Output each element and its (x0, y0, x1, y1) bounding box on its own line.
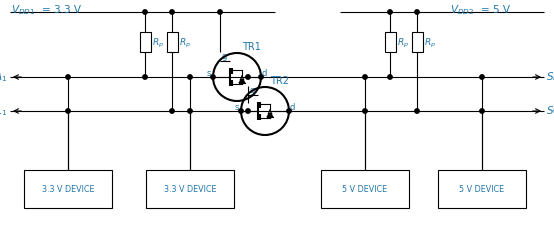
Text: d: d (262, 69, 268, 78)
Text: g: g (222, 52, 227, 61)
Text: $V_{DD1}$: $V_{DD1}$ (11, 3, 35, 17)
Text: 5 V DEVICE: 5 V DEVICE (459, 185, 505, 194)
Text: $SDA_1$: $SDA_1$ (0, 70, 8, 84)
Circle shape (170, 109, 174, 114)
Text: $V_{DD2}$: $V_{DD2}$ (450, 3, 474, 17)
Circle shape (287, 109, 291, 114)
Text: $SCL_2$: $SCL_2$ (546, 104, 554, 117)
Text: $R_p$: $R_p$ (424, 36, 436, 49)
Text: s: s (235, 103, 239, 112)
Text: 3.3 V DEVICE: 3.3 V DEVICE (42, 185, 94, 194)
Bar (438, 170, 526, 208)
Circle shape (480, 75, 484, 80)
Circle shape (246, 75, 250, 80)
Bar (146, 170, 234, 208)
Text: 3.3 V DEVICE: 3.3 V DEVICE (164, 185, 216, 194)
Text: s: s (207, 69, 211, 78)
Circle shape (363, 109, 367, 114)
Text: TR1: TR1 (242, 42, 261, 52)
Circle shape (415, 109, 419, 114)
Bar (321, 170, 409, 208)
Text: $R_p$: $R_p$ (397, 36, 409, 49)
Circle shape (363, 75, 367, 80)
Circle shape (239, 109, 243, 114)
Bar (24, 170, 112, 208)
Text: TR2: TR2 (270, 76, 289, 86)
Text: $SCL_1$: $SCL_1$ (0, 104, 8, 117)
Circle shape (170, 11, 174, 15)
Circle shape (480, 109, 484, 114)
Circle shape (388, 11, 392, 15)
Text: = 5 V: = 5 V (481, 5, 510, 15)
Circle shape (188, 109, 192, 114)
Text: g: g (250, 86, 255, 95)
Circle shape (388, 75, 392, 80)
Polygon shape (239, 80, 245, 84)
Polygon shape (267, 114, 273, 118)
Circle shape (218, 11, 222, 15)
Text: $SDA_2$: $SDA_2$ (546, 70, 554, 84)
Circle shape (259, 75, 263, 80)
Text: $R_p$: $R_p$ (179, 36, 191, 49)
Circle shape (143, 11, 147, 15)
Text: $R_p$: $R_p$ (152, 36, 164, 49)
Bar (384, 33, 396, 53)
Circle shape (246, 109, 250, 114)
Bar (167, 33, 177, 53)
Circle shape (143, 75, 147, 80)
Circle shape (188, 75, 192, 80)
Bar (140, 33, 151, 53)
Text: 5 V DEVICE: 5 V DEVICE (342, 185, 388, 194)
Circle shape (211, 75, 215, 80)
Text: = 3.3 V: = 3.3 V (42, 5, 81, 15)
Circle shape (415, 11, 419, 15)
Circle shape (66, 109, 70, 114)
Text: d: d (290, 103, 295, 112)
Bar (412, 33, 423, 53)
Circle shape (66, 75, 70, 80)
